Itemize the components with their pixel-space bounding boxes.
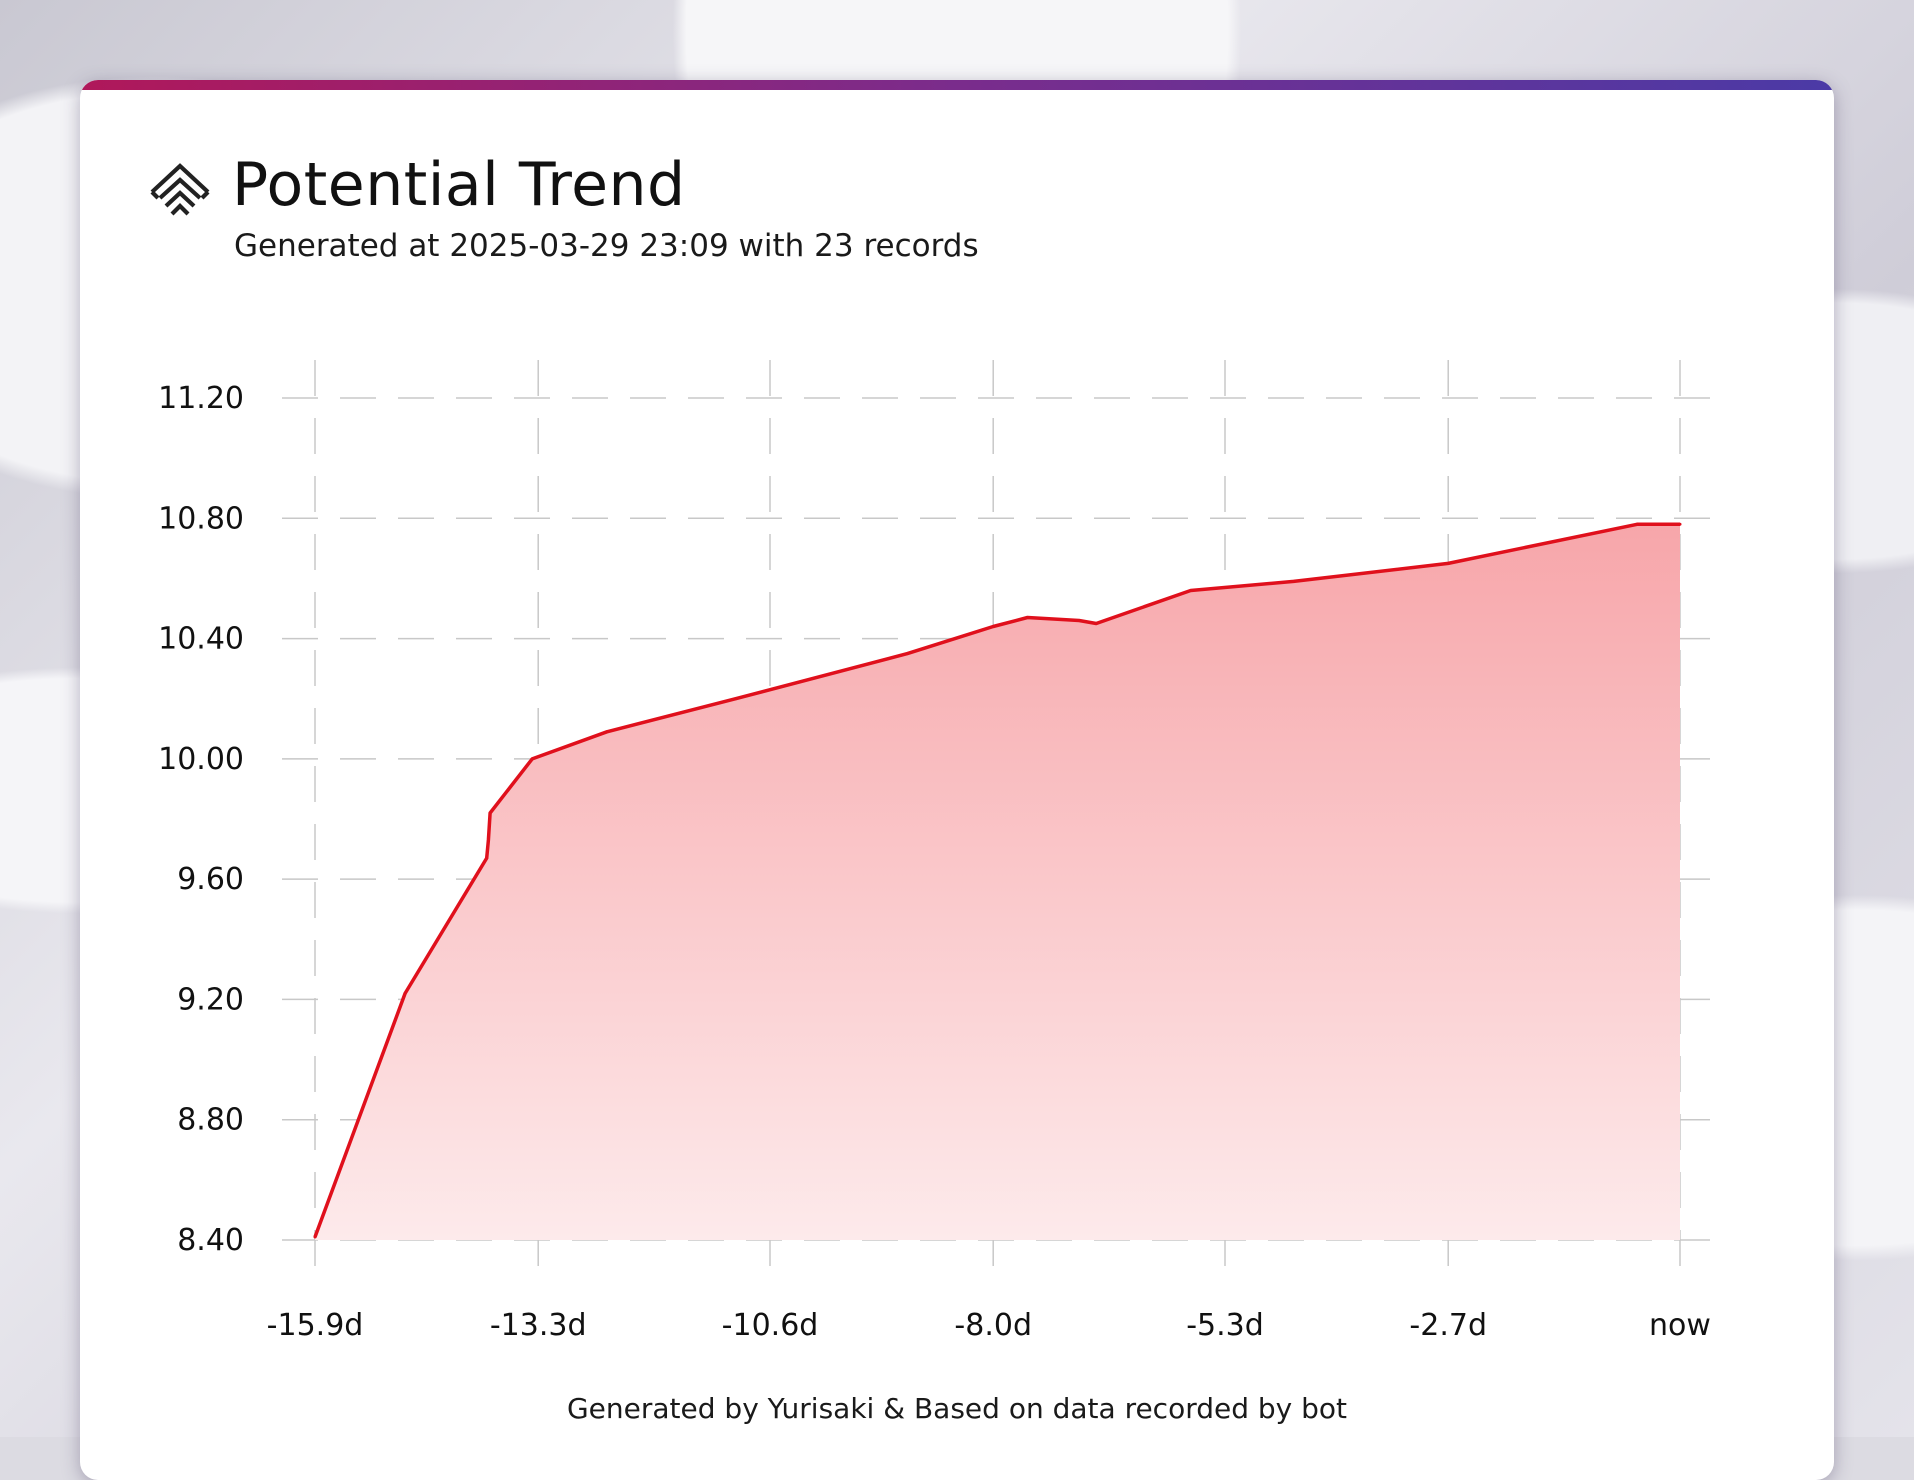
data-point bbox=[734, 697, 738, 701]
y-tick-label: 10.40 bbox=[158, 622, 244, 657]
data-point bbox=[1635, 522, 1639, 526]
y-axis-ticks: 11.20 10.80 10.40 10.00 9.60 9.20 8.80 8.40 bbox=[158, 381, 244, 1258]
data-point bbox=[403, 991, 407, 995]
data-point bbox=[605, 730, 609, 734]
data-point bbox=[486, 838, 490, 842]
series-area bbox=[315, 524, 1680, 1240]
y-tick-label: 11.20 bbox=[158, 381, 244, 416]
footer-credit: Generated by Yurisaki & Based on data re… bbox=[566, 1392, 1348, 1425]
data-point bbox=[1446, 561, 1450, 565]
page-title: Potential Trend bbox=[232, 150, 686, 220]
data-point bbox=[530, 757, 534, 761]
data-point bbox=[905, 652, 909, 656]
y-tick-label: 9.60 bbox=[177, 862, 244, 897]
x-tick-label: -15.9d bbox=[267, 1308, 364, 1343]
y-tick-label: 8.40 bbox=[177, 1223, 244, 1258]
data-point bbox=[1189, 588, 1193, 592]
chart-card: Potential Trend Generated at 2025-03-29 … bbox=[80, 80, 1834, 1480]
data-point bbox=[1678, 522, 1682, 526]
card-accent-bar bbox=[80, 80, 1834, 90]
y-tick-label: 9.20 bbox=[177, 982, 244, 1017]
x-tick-label: -2.7d bbox=[1409, 1308, 1487, 1343]
series-line bbox=[313, 522, 1680, 1238]
x-tick-label: -10.6d bbox=[722, 1308, 819, 1343]
y-tick-label: 10.80 bbox=[158, 501, 244, 536]
data-point bbox=[1026, 616, 1030, 620]
page-subtitle: Generated at 2025-03-29 23:09 with 23 re… bbox=[234, 228, 979, 264]
x-tick-label: -13.3d bbox=[490, 1308, 587, 1343]
data-point bbox=[1094, 622, 1098, 626]
data-points bbox=[313, 522, 1682, 1239]
data-point bbox=[1077, 619, 1081, 623]
chevrons-up-diamond-icon bbox=[150, 163, 210, 216]
y-tick-label: 10.00 bbox=[158, 742, 244, 777]
y-tick-label: 8.80 bbox=[177, 1103, 244, 1138]
data-point bbox=[313, 1235, 317, 1239]
data-point bbox=[1292, 579, 1296, 583]
data-point bbox=[991, 625, 995, 629]
potential-trend-chart: 11.20 10.80 10.40 10.00 9.60 9.20 8.80 8.40 -15… bbox=[158, 360, 1720, 1343]
x-tick-label: -8.0d bbox=[954, 1308, 1032, 1343]
x-axis-ticks: -15.9d -13.3d -10.6d -8.0d -5.3d -2.7d now bbox=[267, 1308, 1711, 1343]
x-tick-label: now bbox=[1649, 1308, 1711, 1343]
data-point bbox=[488, 811, 492, 815]
data-point bbox=[485, 856, 489, 860]
x-tick-label: -5.3d bbox=[1186, 1308, 1264, 1343]
